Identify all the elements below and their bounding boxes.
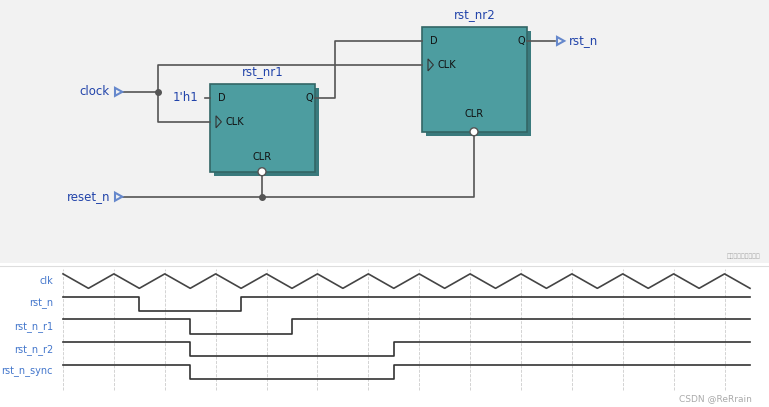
FancyBboxPatch shape <box>0 263 769 407</box>
Text: CLR: CLR <box>252 152 271 162</box>
FancyBboxPatch shape <box>214 88 319 176</box>
Text: 1'h1: 1'h1 <box>172 91 198 104</box>
Polygon shape <box>216 116 221 128</box>
Text: clk: clk <box>39 276 53 286</box>
Text: rst_n_r1: rst_n_r1 <box>14 321 53 332</box>
Text: rst_n_r2: rst_n_r2 <box>14 344 53 354</box>
Text: CLR: CLR <box>464 109 484 119</box>
Text: Q: Q <box>517 36 524 46</box>
Text: rst_n: rst_n <box>29 299 53 309</box>
Text: rst_nr1: rst_nr1 <box>241 65 283 78</box>
FancyBboxPatch shape <box>422 27 527 132</box>
Text: D: D <box>430 36 438 46</box>
Text: D: D <box>218 93 225 103</box>
Text: reset_n: reset_n <box>66 190 110 203</box>
Circle shape <box>470 128 478 136</box>
Text: Q: Q <box>305 93 313 103</box>
FancyBboxPatch shape <box>210 84 315 172</box>
Text: 在这里插入图片描述: 在这里插入图片描述 <box>726 253 760 258</box>
Text: rst_n: rst_n <box>569 35 598 48</box>
Text: CLK: CLK <box>226 117 245 127</box>
Text: CLK: CLK <box>438 60 457 70</box>
FancyBboxPatch shape <box>426 31 531 136</box>
Text: rst_n_sync: rst_n_sync <box>2 367 53 377</box>
Text: clock: clock <box>80 85 110 98</box>
Circle shape <box>258 168 266 176</box>
Polygon shape <box>428 59 434 71</box>
Text: rst_nr2: rst_nr2 <box>454 8 495 21</box>
Text: CSDN @ReRrain: CSDN @ReRrain <box>679 394 752 403</box>
